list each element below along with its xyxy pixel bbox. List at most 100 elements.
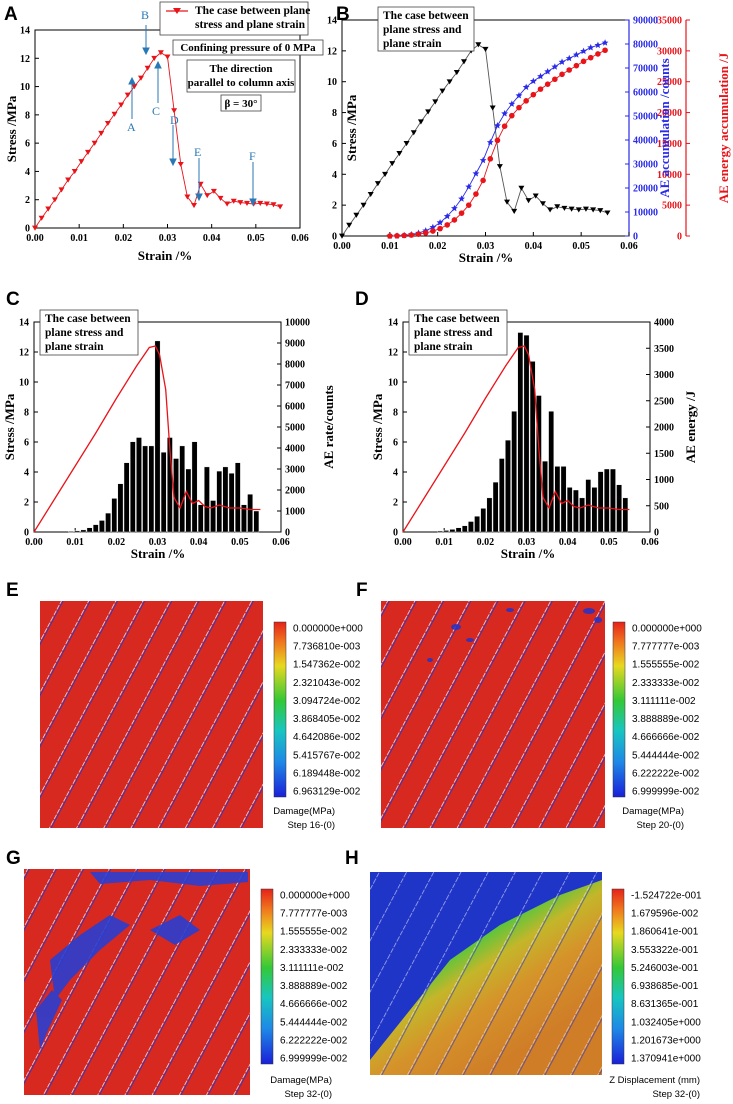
panel-c-y2tick-label: 5000 bbox=[285, 423, 305, 434]
panel-d-xlabel: Strain /% bbox=[501, 546, 556, 561]
panel-f-field-name: Damage(MPa) bbox=[622, 806, 684, 817]
panel-b-xtick-label: 0.01 bbox=[381, 241, 399, 252]
panel-f-colorbar-label: 5.444444e-002 bbox=[632, 750, 700, 761]
panel-c-y2tick-label: 4000 bbox=[285, 444, 305, 455]
panel-b-series-point-0 bbox=[539, 201, 546, 207]
panel-b-series-point-0 bbox=[346, 222, 353, 228]
panel-a-series-point-0 bbox=[217, 195, 224, 201]
panel-b-series-point-1 bbox=[494, 122, 501, 129]
panel-a-series-point-0 bbox=[177, 161, 184, 168]
panel-e-colorbar-label: 6.963129e-002 bbox=[293, 787, 361, 798]
panel-c-xlabel: Strain /% bbox=[131, 546, 186, 561]
panel-a-series-point-0 bbox=[138, 75, 144, 81]
panel-b-series-point-0 bbox=[360, 202, 367, 208]
panel-d-chart: D 0.00 0.01 0.02 0.03 0.04 0.05 0.060246810121… bbox=[355, 289, 698, 561]
panel-a-xtick-label: 0.05 bbox=[247, 233, 265, 244]
panel-h-colorbar-label: 8.631365e-001 bbox=[631, 999, 699, 1010]
panel-c-bar bbox=[204, 466, 210, 533]
panel-g-colorbar-label: 6.999999e-002 bbox=[280, 1054, 348, 1065]
panel-b-y3tick-label: 30000 bbox=[657, 46, 682, 57]
panel-c-y2tick-label: 8000 bbox=[285, 360, 305, 371]
panel-b-ytick-label: 12 bbox=[327, 46, 337, 57]
panel-b-series-point-0 bbox=[367, 191, 374, 198]
panel-b-series-point-1 bbox=[558, 58, 566, 65]
panel-a-xtick-label: 0.03 bbox=[159, 233, 177, 244]
panel-d-xtick-label: 0.04 bbox=[559, 537, 577, 548]
panel-b-series-point-2 bbox=[501, 123, 508, 129]
panel-d-legend-line2: plane stress and bbox=[414, 327, 493, 339]
panel-d-bar bbox=[455, 527, 462, 533]
panel-e-colorbar-label: 0.000000e+000 bbox=[293, 624, 363, 635]
panel-a-note-confining: Confining pressure of 0 MPa bbox=[180, 42, 316, 54]
panel-b-series-point-0 bbox=[417, 119, 424, 125]
panel-h-colorbar-label: 6.938685e-001 bbox=[631, 981, 699, 992]
panel-e-step: Step 16-(0) bbox=[287, 820, 335, 831]
panel-a-series-point-0 bbox=[277, 204, 284, 210]
panel-d-y2tick-label: 4000 bbox=[654, 318, 674, 329]
panel-d-y2tick-label: 3500 bbox=[654, 344, 674, 355]
panel-c-ytick-label: 6 bbox=[24, 438, 29, 449]
panel-g-colorbar-label: 5.444444e-002 bbox=[280, 1017, 348, 1028]
panel-f-colorbar-label: 7.777777e-003 bbox=[632, 642, 700, 653]
panel-b-series-point-0 bbox=[511, 208, 518, 215]
panel-c-xtick-label: 0.03 bbox=[149, 537, 167, 548]
panel-b-series-point-2 bbox=[458, 210, 465, 216]
panel-b-series-point-0 bbox=[382, 171, 389, 177]
panel-c-bar bbox=[68, 530, 74, 533]
panel-b-series-point-2 bbox=[516, 104, 522, 111]
panel-b-series-point-2 bbox=[537, 86, 544, 92]
panel-letter-f: F bbox=[356, 580, 368, 601]
panel-c-bar bbox=[111, 498, 118, 533]
panel-b-series-point-1 bbox=[443, 212, 451, 220]
panel-b-series-point-0 bbox=[446, 79, 453, 85]
panel-b-series-point-0 bbox=[396, 151, 403, 157]
panel-b-series-point-0 bbox=[353, 212, 360, 218]
panel-d-y2label: AE energy /J bbox=[683, 390, 698, 463]
panel-a-series-point-0 bbox=[224, 201, 231, 207]
panel-c-xtick-label: 0.05 bbox=[231, 537, 249, 548]
panel-f-step: Step 20-(0) bbox=[636, 820, 684, 831]
panel-c-series bbox=[33, 340, 261, 533]
panel-g-colorbar-label: 1.555555e-002 bbox=[280, 927, 348, 938]
panel-b-ytick-label: 0 bbox=[332, 232, 337, 243]
panel-g-colorbar-label: 2.333333e-002 bbox=[280, 945, 348, 956]
panel-f-contour: F 0.000000e+000 7.777777e-003 1.555555e-00… bbox=[356, 580, 702, 831]
panel-c-bar bbox=[253, 510, 260, 533]
panel-b-series-point-0 bbox=[504, 199, 511, 205]
panel-c-y2label: AE rate/counts bbox=[321, 385, 336, 468]
panel-b-y3tick-label: 10000 bbox=[657, 170, 682, 181]
panel-d-ylabel: Stress /MPa bbox=[370, 393, 385, 460]
panel-a-series-point-0 bbox=[144, 65, 151, 71]
panel-b-series-point-2 bbox=[580, 58, 587, 65]
panel-b-y3label: AE energy accumulation /J bbox=[716, 52, 731, 203]
panel-d-ytick-label: 8 bbox=[393, 408, 398, 419]
panel-b-y2tick-label: 10000 bbox=[633, 208, 658, 219]
panel-c-bar bbox=[136, 437, 142, 533]
panel-a-point-f: F bbox=[249, 149, 256, 163]
panel-d-ytick-label: 4 bbox=[393, 468, 398, 479]
panel-b-series-point-2 bbox=[451, 217, 458, 223]
panel-b-series bbox=[339, 39, 611, 239]
panel-a-point-arrows bbox=[128, 25, 257, 207]
panel-b-series-point-0 bbox=[568, 206, 575, 212]
panel-a-xtick-label: 0.06 bbox=[291, 233, 309, 244]
panel-c-bar bbox=[247, 494, 253, 533]
panel-b-series-point-0 bbox=[597, 208, 604, 214]
panel-d-bar bbox=[523, 334, 530, 533]
panel-b-series-point-0 bbox=[389, 161, 396, 167]
panel-g-colorbar-label: 4.666666e-002 bbox=[280, 999, 348, 1010]
panel-b-series-point-1 bbox=[565, 54, 573, 62]
panel-c-bar bbox=[234, 462, 241, 533]
panel-e-colorbar-label: 1.547362e-002 bbox=[293, 660, 361, 671]
panel-c-legend-line1: The case between bbox=[45, 313, 131, 325]
panel-b-series-point-1 bbox=[472, 170, 480, 177]
panel-a-point-a: A bbox=[127, 120, 136, 134]
panel-h-colorbar-label: 1.032405e+000 bbox=[631, 1017, 701, 1028]
panel-a-note-direction: The direction bbox=[209, 63, 272, 75]
panel-b-y3tick-label: 15000 bbox=[657, 139, 682, 150]
panel-c-xtick-label: 0.06 bbox=[272, 537, 290, 548]
panel-h-colorbar-label: -1.524722e-001 bbox=[631, 891, 702, 902]
panel-b-series-point-2 bbox=[444, 222, 451, 228]
panel-d-bar bbox=[468, 521, 474, 533]
panel-d-bar bbox=[529, 361, 536, 533]
